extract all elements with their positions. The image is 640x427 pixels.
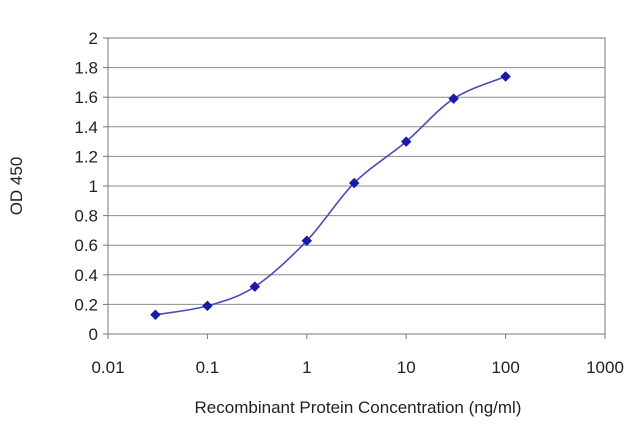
data-point (400, 136, 412, 147)
series-line (155, 75, 506, 316)
y-tick-label: 2 (89, 29, 98, 48)
y-tick-label: 0.4 (74, 266, 98, 285)
y-tick-label: 0.8 (74, 207, 98, 226)
x-axis-title: Recombinant Protein Concentration (ng/ml… (195, 398, 522, 417)
y-tick-label: 0.2 (74, 295, 98, 314)
x-tick-label: 0.01 (91, 358, 124, 377)
x-tick-label: 0.1 (196, 358, 220, 377)
data-point (202, 300, 213, 312)
y-tick-label: 1.6 (74, 88, 98, 107)
x-tick-label: 10 (397, 358, 416, 377)
y-tick-label: 0.6 (74, 236, 98, 255)
series-layer (150, 71, 511, 321)
y-tick-label: 0 (89, 325, 98, 344)
data-point (249, 281, 261, 292)
y-tick-label: 1.2 (74, 147, 98, 166)
data-point (301, 235, 313, 247)
y-tick-label: 1.8 (74, 59, 98, 78)
y-tick-label: 1 (89, 177, 98, 196)
x-tick-label: 1000 (586, 358, 624, 377)
x-tick-label: 100 (491, 358, 519, 377)
y-axis-tick-labels: 0 0.2 0.4 0.6 0.8 1 1.2 1.4 1.6 1.8 2 (74, 29, 108, 344)
x-tick-label: 1 (302, 358, 311, 377)
y-axis-title: OD 450 (7, 157, 26, 216)
y-tick-label: 1.4 (74, 118, 98, 137)
data-point (150, 309, 161, 321)
data-point (500, 71, 511, 82)
data-point (348, 177, 360, 189)
data-point (448, 93, 459, 105)
x-axis-tick-labels: 0.01 0.1 1 10 100 1000 (91, 334, 624, 377)
